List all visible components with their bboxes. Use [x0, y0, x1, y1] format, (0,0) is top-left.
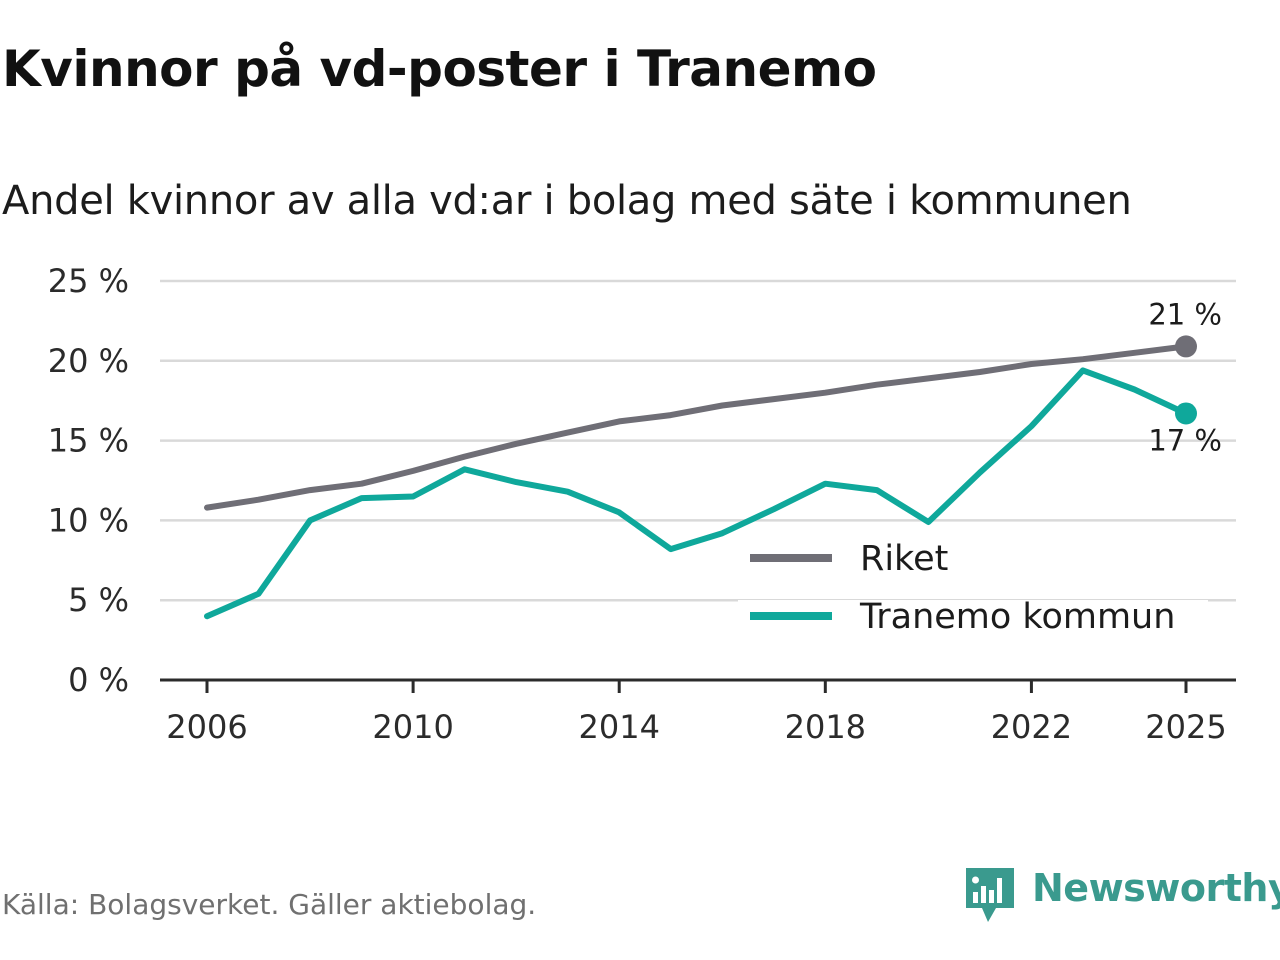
brand-name: Newsworthy	[1032, 866, 1280, 910]
y-tick-label: 0 %	[68, 661, 129, 699]
end-value-label: 21 %	[1148, 297, 1222, 331]
end-point-marker	[1175, 402, 1197, 425]
series-line-tranemo	[204, 367, 1189, 620]
series-line-riket	[204, 343, 1189, 511]
end-value-label: 17 %	[1148, 423, 1222, 457]
end-point-marker	[1175, 335, 1197, 358]
grid-lines	[160, 279, 1236, 602]
x-tick-label: 2018	[785, 708, 866, 746]
chart-title: Kvinnor på vd-poster i Tranemo	[2, 40, 877, 98]
y-tick-label: 25 %	[48, 262, 129, 300]
data-labels: 21 % 17 %	[1148, 297, 1222, 457]
y-tick-label: 5 %	[68, 581, 129, 619]
y-tick-label: 10 %	[48, 501, 129, 539]
axes: 0 % 5 % 10 % 15 % 20 % 25 % 2006 2010 2014 2018 20…	[48, 262, 1236, 746]
newsworthy-logo-icon	[966, 868, 1014, 922]
x-tick-label: 2014	[578, 708, 659, 746]
series-lines	[204, 343, 1189, 620]
brand-logo: Newsworthy	[964, 864, 1280, 928]
y-tick-label: 15 %	[48, 422, 129, 460]
x-tick-label: 2006	[166, 708, 247, 746]
chart-subtitle: Andel kvinnor av alla vd:ar i bolag med …	[2, 178, 1132, 224]
x-tick-label: 2022	[991, 708, 1072, 746]
x-tick-label: 2010	[372, 708, 453, 746]
y-tick-label: 20 %	[48, 342, 129, 380]
source-note: Källa: Bolagsverket. Gäller aktiebolag.	[2, 888, 537, 921]
legend-label: Tranemo kommun	[859, 597, 1175, 637]
x-tick-label: 2025	[1145, 708, 1226, 746]
legend: Riket Tranemo kommun	[738, 539, 1208, 640]
legend-label: Riket	[860, 539, 948, 579]
